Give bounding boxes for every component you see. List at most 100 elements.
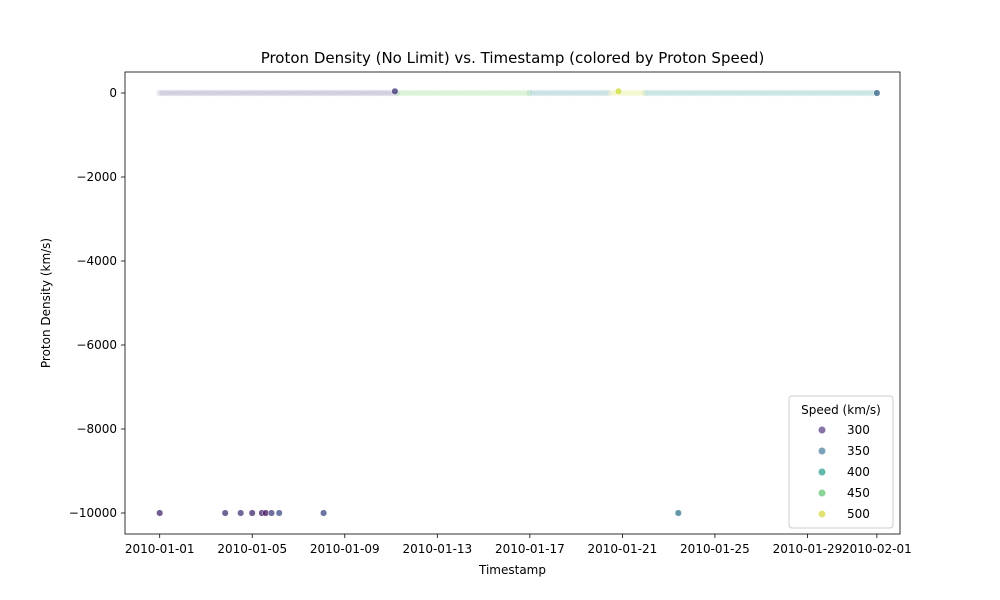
band-point-3 — [637, 89, 644, 97]
band-point-2 — [601, 89, 609, 97]
legend-label: 400 — [847, 465, 870, 479]
band-point-1 — [459, 89, 466, 97]
band-point-4 — [807, 89, 814, 97]
legend-marker — [818, 447, 826, 455]
band-point-0 — [273, 89, 280, 97]
band-point-0 — [294, 89, 301, 97]
band-point-4 — [672, 89, 679, 97]
band-point-1 — [486, 89, 493, 97]
legend-label: 350 — [847, 444, 870, 458]
band-point-2 — [580, 89, 588, 97]
band-point-4 — [720, 89, 727, 97]
band-point-2 — [583, 89, 591, 97]
band-point-2 — [541, 89, 549, 97]
band-point-0 — [243, 89, 250, 97]
band-point-0 — [318, 89, 325, 97]
band-point-3 — [622, 89, 629, 97]
band-point-0 — [378, 89, 385, 97]
x-tick-label: 2010-01-21 — [588, 542, 658, 556]
band-point-0 — [177, 89, 184, 97]
band-point-0 — [201, 89, 208, 97]
band-point-1 — [444, 89, 451, 97]
band-point-0 — [384, 89, 391, 97]
band-point-4 — [831, 89, 838, 97]
band-point-1 — [498, 89, 505, 97]
band-point-4 — [777, 89, 784, 97]
data-point-1 — [221, 509, 229, 517]
band-point-4 — [825, 89, 832, 97]
band-point-4 — [684, 89, 691, 97]
band-point-1 — [474, 89, 481, 97]
band-point-0 — [339, 89, 346, 97]
band-point-4 — [834, 89, 841, 97]
band-point-4 — [792, 89, 799, 97]
data-point-11 — [391, 87, 399, 95]
band-point-1 — [504, 89, 511, 97]
band-point-4 — [798, 89, 805, 97]
band-point-4 — [660, 89, 667, 97]
band-point-4 — [690, 89, 697, 97]
band-point-0 — [321, 89, 328, 97]
data-point-6 — [267, 509, 276, 517]
band-point-4 — [774, 89, 781, 97]
band-point-4 — [819, 89, 826, 97]
band-point-4 — [804, 89, 811, 97]
band-point-0 — [171, 89, 178, 97]
band-point-4 — [810, 89, 817, 97]
band-point-1 — [399, 89, 406, 97]
band-point-4 — [762, 89, 769, 97]
band-point-0 — [357, 89, 364, 97]
band-point-4 — [846, 89, 853, 97]
band-point-0 — [285, 89, 292, 97]
band-point-4 — [729, 89, 736, 97]
x-tick-label: 2010-02-01 — [842, 542, 912, 556]
band-point-4 — [840, 89, 847, 97]
data-point-7 — [275, 509, 283, 517]
band-point-0 — [345, 89, 352, 97]
band-point-4 — [708, 89, 715, 97]
band-point-0 — [252, 89, 259, 97]
band-point-2 — [604, 89, 612, 97]
band-point-0 — [270, 89, 277, 97]
band-point-0 — [192, 89, 199, 97]
band-point-0 — [246, 89, 253, 97]
band-point-4 — [855, 89, 862, 97]
legend-marker — [818, 510, 826, 518]
legend-label: 450 — [847, 486, 870, 500]
band-point-4 — [651, 89, 658, 97]
band-point-4 — [747, 89, 754, 97]
legend-marker — [818, 489, 826, 497]
band-point-4 — [759, 89, 766, 97]
band-point-0 — [372, 89, 379, 97]
band-point-1 — [477, 89, 484, 97]
band-point-1 — [483, 89, 490, 97]
band-point-0 — [180, 89, 187, 97]
band-point-2 — [559, 89, 567, 97]
band-point-4 — [813, 89, 820, 97]
band-point-0 — [291, 89, 298, 97]
band-point-0 — [210, 89, 217, 97]
band-point-0 — [159, 89, 166, 97]
band-point-1 — [414, 89, 421, 97]
band-point-4 — [765, 89, 772, 97]
band-point-0 — [327, 89, 334, 97]
band-point-2 — [556, 89, 564, 97]
band-point-0 — [381, 89, 388, 97]
band-point-4 — [843, 89, 850, 97]
x-axis-ticks: 2010-01-01 2010-01-05 2010-01-09 2010-01-13… — [125, 534, 912, 556]
band-point-4 — [780, 89, 787, 97]
band-point-4 — [864, 89, 871, 97]
band-point-4 — [738, 89, 745, 97]
band-point-2 — [529, 89, 537, 97]
x-tick-label: 2010-01-25 — [680, 542, 750, 556]
band-point-4 — [693, 89, 700, 97]
band-point-1 — [510, 89, 517, 97]
band-point-3 — [634, 89, 641, 97]
band-point-2 — [571, 89, 579, 97]
band-point-3 — [628, 89, 635, 97]
band-point-4 — [837, 89, 844, 97]
band-point-4 — [783, 89, 790, 97]
band-point-0 — [333, 89, 340, 97]
band-point-4 — [663, 89, 670, 97]
band-point-4 — [714, 89, 721, 97]
